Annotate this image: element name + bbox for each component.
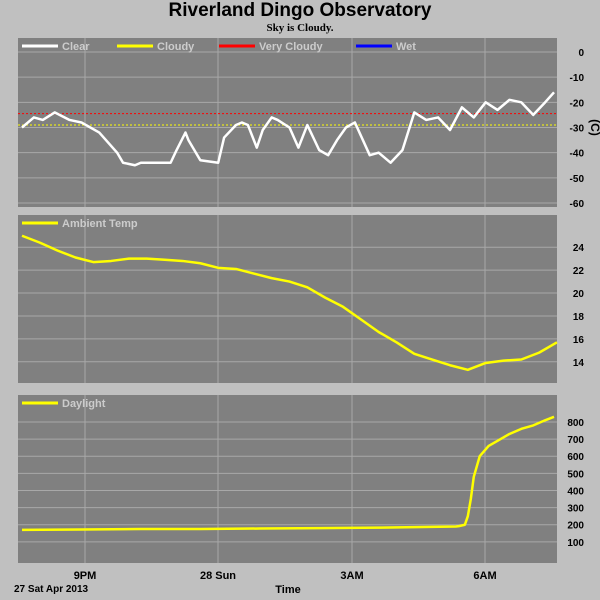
y-tick-label: 0 [578,48,584,59]
y-tick-label: 100 [567,538,584,549]
y-tick-label: -60 [570,199,585,210]
y-tick-label: 20 [573,289,585,300]
y-tick-label: 300 [567,504,584,515]
y-tick-label: 22 [573,266,585,277]
legend-label: Ambient Temp [62,218,138,230]
y-tick-label: -10 [570,73,585,84]
y-tick-label: -40 [570,149,585,160]
y-tick-label: 600 [567,452,584,463]
x-tick-label: 28 Sun [199,570,237,582]
y-tick-label: 700 [567,435,584,446]
y-tick-label: 14 [573,358,585,369]
series-line [21,415,555,532]
sky-status: Sky is Cloudy. [266,22,334,34]
legend-label: Daylight [62,398,106,410]
y-tick-label: 18 [573,312,585,323]
y-tick-label: -50 [570,174,585,185]
y-tick-label: 24 [573,243,585,254]
panel-daylight: 100 200 300 400 500 600 700 800 Daylight [18,395,584,563]
series-line [21,234,558,372]
y-tick-label: 200 [567,521,584,532]
y-tick-label: 500 [567,469,584,480]
x-tick-label: 6AM [473,570,497,582]
date-label: 27 Sat Apr 2013 [14,584,89,595]
page-title: Riverland Dingo Observatory [168,0,432,21]
panel-ambient: 14 16 18 20 22 24 Ambient Temp [18,215,584,383]
y-tick-label: -20 [570,98,585,109]
x-tick-label: 3AM [340,570,364,582]
y-tick-label: -30 [570,124,585,135]
x-tick-label: 9PM [73,570,97,582]
legend-label: Wet [396,41,416,53]
legend-label: Clear [62,41,90,53]
x-axis-title: Time [275,584,301,596]
legend-label: Cloudy [157,41,195,53]
series-line [21,91,555,167]
panel-sky: 0 -10 -20 -30 -40 -50 -60 (C) Clear Cloudy Very Cl… [18,38,600,210]
plot-area [18,215,557,383]
plot-area [18,38,557,207]
plot-area [18,395,557,563]
y-tick-label: 400 [567,486,584,497]
legend-label: Very Cloudy [259,41,323,53]
y-tick-label: 16 [573,335,585,346]
y-axis-label: (C) [588,119,600,136]
y-tick-label: 800 [567,418,584,429]
